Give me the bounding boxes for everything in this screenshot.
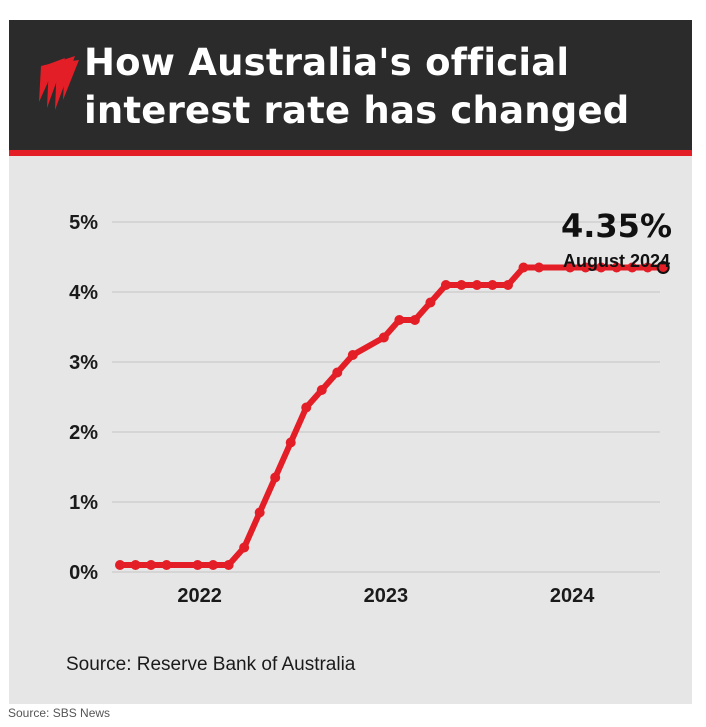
data-point bbox=[316, 385, 327, 395]
data-point bbox=[627, 262, 638, 273]
data-point bbox=[394, 315, 405, 325]
last-data-point bbox=[656, 261, 670, 274]
y-tick-label: 5% bbox=[69, 212, 98, 234]
data-point bbox=[130, 560, 141, 570]
data-point bbox=[503, 280, 513, 290]
y-tick-label: 0% bbox=[69, 562, 98, 584]
x-tick-label: 2024 bbox=[550, 585, 595, 607]
y-tick-label: 3% bbox=[69, 352, 98, 374]
data-point bbox=[270, 472, 281, 483]
data-point bbox=[146, 560, 157, 570]
image-credit: Source: SBS News bbox=[8, 706, 111, 720]
series-line bbox=[117, 264, 667, 568]
data-point bbox=[518, 262, 529, 273]
page-title: How Australia's official interest rate h… bbox=[84, 39, 674, 135]
data-point bbox=[456, 280, 467, 290]
data-point bbox=[409, 315, 420, 325]
data-point bbox=[301, 402, 312, 413]
y-tick-label: 1% bbox=[69, 492, 98, 514]
data-point bbox=[580, 262, 591, 273]
data-point bbox=[565, 262, 576, 273]
data-point bbox=[208, 560, 219, 570]
data-point bbox=[440, 280, 451, 290]
data-point bbox=[254, 507, 265, 518]
header-bar: How Australia's official interest rate h… bbox=[9, 20, 692, 150]
y-tick-label: 4% bbox=[69, 282, 98, 304]
annotation-date: August 2024 bbox=[563, 251, 670, 271]
x-tick-label: 2023 bbox=[364, 585, 409, 607]
data-point bbox=[534, 262, 545, 273]
title-line-1: How Australia's official bbox=[84, 41, 570, 84]
accent-stripe bbox=[9, 150, 692, 156]
x-tick-label: 2022 bbox=[177, 585, 222, 607]
data-point bbox=[285, 437, 296, 448]
data-point bbox=[471, 280, 482, 290]
sbs-logo-icon bbox=[39, 56, 79, 110]
data-point bbox=[487, 280, 498, 290]
line-chart: 0% 1% 2% 3% 4% 5% 2022 2023 2024 4.35% August 2024 bbox=[69, 207, 672, 607]
data-point bbox=[347, 350, 358, 360]
data-point bbox=[378, 332, 389, 343]
data-point bbox=[192, 560, 203, 570]
annotation-value: 4.35% bbox=[561, 207, 672, 245]
data-point bbox=[596, 262, 607, 273]
data-point bbox=[642, 262, 653, 273]
data-point bbox=[223, 560, 234, 570]
infographic-card: How Australia's official interest rate h… bbox=[9, 20, 692, 704]
data-point bbox=[332, 367, 343, 378]
data-point bbox=[611, 262, 622, 273]
data-point bbox=[115, 560, 125, 570]
data-point bbox=[239, 542, 250, 553]
chart-source: Source: Reserve Bank of Australia bbox=[66, 654, 356, 675]
data-point bbox=[425, 297, 436, 308]
y-tick-label: 2% bbox=[69, 422, 98, 444]
data-point bbox=[161, 560, 172, 570]
title-line-2: interest rate has changed bbox=[84, 89, 630, 132]
